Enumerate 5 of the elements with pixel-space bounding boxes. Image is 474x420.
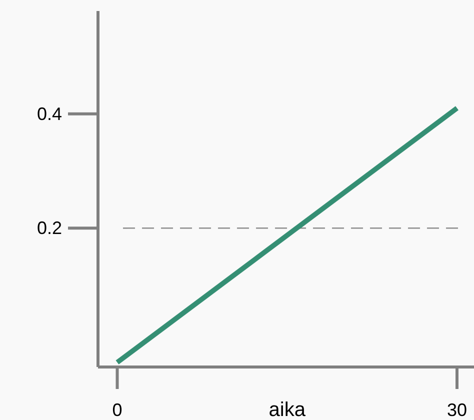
- x-tick-label: 30: [446, 400, 468, 420]
- x-tick-label: 0: [112, 400, 122, 420]
- x-axis-title: aika: [268, 399, 306, 420]
- y-tick-label: 0.2: [36, 218, 62, 238]
- y-tick-label: 0.4: [36, 104, 62, 124]
